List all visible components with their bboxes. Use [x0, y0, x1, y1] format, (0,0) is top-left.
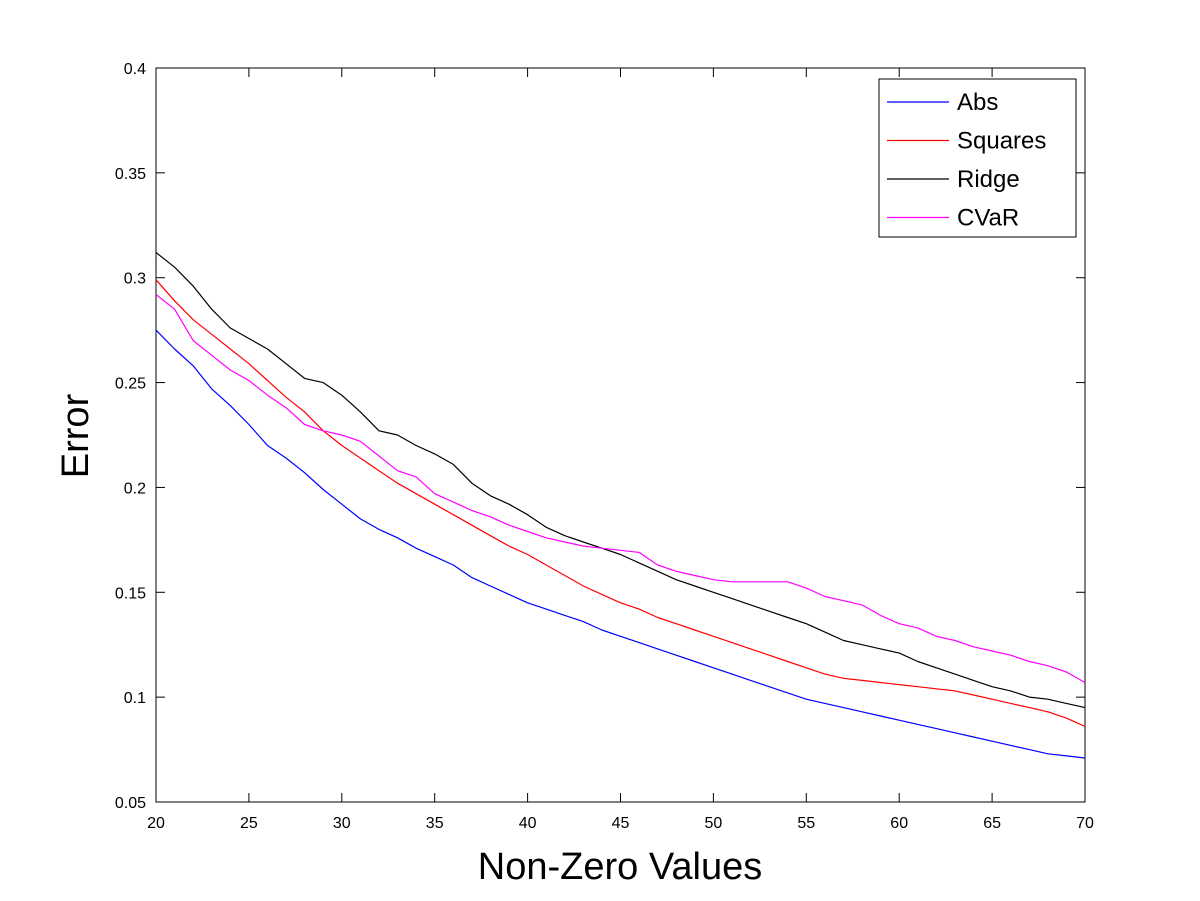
y-tick-label: 0.2 [124, 480, 146, 497]
x-tick-label: 40 [519, 815, 537, 832]
x-tick-label: 65 [983, 815, 1001, 832]
legend-label-ridge: Ridge [957, 166, 1020, 193]
legend-box [878, 78, 1077, 238]
series-layer [155, 252, 1086, 759]
x-tick-label: 35 [426, 815, 444, 832]
x-tick-label: 25 [240, 815, 258, 832]
y-tick-label: 0.15 [115, 585, 146, 602]
legend-label-cvar: CVaR [957, 205, 1019, 232]
x-tick-label: 20 [147, 815, 165, 832]
x-tick-label: 50 [705, 815, 723, 832]
series-line-ridge [155, 252, 1086, 709]
y-tick-label: 0.1 [124, 690, 146, 707]
y-axis-ticks: 0.05 0.1 0.15 0.2 0.25 0.3 0.35 0.4 [115, 61, 1085, 812]
x-tick-label: 60 [890, 815, 908, 832]
y-tick-label: 0.35 [115, 166, 146, 183]
x-tick-label: 30 [333, 815, 351, 832]
x-axis-ticks: 20 25 30 35 40 45 50 55 60 65 70 [147, 68, 1094, 832]
legend-items: Abs Squares Ridge CVaR [887, 89, 1046, 232]
y-axis-title: Error [55, 393, 97, 478]
y-tick-label: 0.25 [115, 376, 146, 393]
x-tick-label: 55 [797, 815, 815, 832]
y-tick-label: 0.4 [124, 61, 146, 78]
y-tick-label: 0.05 [115, 795, 146, 812]
legend: Abs Squares Ridge CVaR [878, 78, 1077, 238]
y-tick-label: 0.3 [124, 271, 146, 288]
legend-label-squares: Squares [957, 128, 1046, 155]
x-tick-label: 45 [612, 815, 630, 832]
x-axis-title: Non-Zero Values [478, 846, 762, 888]
x-tick-label: 70 [1076, 815, 1094, 832]
series-line-abs [155, 329, 1086, 759]
series-line-cvar [155, 294, 1086, 684]
series-line-squares [155, 279, 1086, 728]
legend-label-abs: Abs [957, 89, 998, 116]
